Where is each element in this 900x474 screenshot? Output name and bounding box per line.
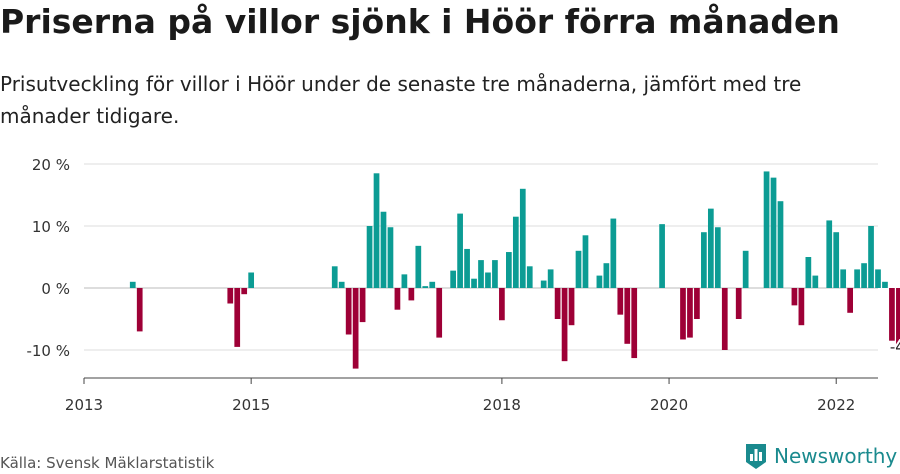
bar bbox=[687, 288, 693, 338]
y-tick-label: 10 % bbox=[32, 218, 70, 236]
bar bbox=[540, 280, 547, 288]
grid-layer bbox=[84, 163, 878, 351]
bar bbox=[582, 235, 589, 288]
bar bbox=[721, 288, 728, 350]
annotation-layer: -4 % bbox=[888, 336, 900, 358]
bar bbox=[610, 218, 617, 288]
source-note: Källa: Svensk Mäklarstatistik bbox=[0, 454, 215, 472]
bar bbox=[499, 288, 505, 321]
chart-subtitle: Prisutveckling för villor i Höör under d… bbox=[0, 72, 802, 128]
bar bbox=[791, 288, 798, 306]
y-tick-label: -10 % bbox=[26, 342, 70, 360]
bar bbox=[485, 272, 491, 288]
bar bbox=[352, 288, 359, 369]
bar bbox=[896, 288, 900, 350]
chart-title: Priserna på villor sjönk i Höör förra må… bbox=[0, 2, 840, 41]
bar bbox=[394, 288, 401, 310]
bar bbox=[554, 288, 561, 319]
bar bbox=[840, 269, 847, 288]
newsworthy-logo-text: Newsworthy bbox=[774, 444, 898, 468]
bar bbox=[714, 227, 721, 288]
bar bbox=[512, 216, 519, 288]
bar bbox=[345, 288, 352, 335]
bar bbox=[631, 288, 638, 359]
bar bbox=[854, 269, 860, 288]
bar bbox=[366, 226, 373, 288]
bar bbox=[464, 248, 470, 288]
bar bbox=[735, 288, 742, 319]
y-tick-label: 0 % bbox=[41, 280, 70, 298]
bar bbox=[471, 278, 477, 288]
bar bbox=[805, 257, 812, 288]
bar bbox=[770, 177, 777, 288]
bar bbox=[380, 211, 387, 288]
bar-layer bbox=[129, 171, 900, 369]
bar bbox=[415, 245, 422, 288]
bar bbox=[136, 288, 143, 332]
bar bbox=[331, 266, 338, 288]
newsworthy-logo[interactable]: Newsworthy bbox=[744, 441, 897, 471]
bar bbox=[408, 288, 415, 301]
bar bbox=[763, 171, 770, 288]
bar bbox=[701, 232, 707, 288]
x-tick-label: 2022 bbox=[817, 396, 855, 414]
bar bbox=[875, 269, 881, 288]
bar bbox=[359, 288, 366, 323]
bar bbox=[401, 274, 408, 288]
bar bbox=[861, 263, 867, 288]
last-value-label: -4 % bbox=[890, 338, 900, 356]
bar bbox=[742, 250, 749, 288]
bar bbox=[603, 263, 610, 288]
bar bbox=[617, 288, 624, 315]
bar bbox=[868, 226, 874, 288]
bar bbox=[519, 188, 526, 288]
bar bbox=[422, 286, 429, 288]
bar bbox=[248, 272, 255, 288]
newsworthy-logo-icon bbox=[746, 444, 766, 469]
bar bbox=[707, 208, 714, 288]
bar bbox=[833, 232, 840, 288]
bar bbox=[436, 288, 443, 338]
x-tick-label: 2018 bbox=[483, 396, 521, 414]
bar bbox=[694, 288, 700, 319]
bar bbox=[847, 288, 853, 313]
bar bbox=[659, 224, 665, 288]
bar bbox=[561, 288, 568, 362]
bar bbox=[680, 288, 686, 340]
bar bbox=[812, 275, 819, 288]
bar bbox=[798, 288, 805, 326]
bar bbox=[227, 288, 234, 304]
y-tick-label: 20 % bbox=[32, 156, 70, 174]
bar bbox=[526, 266, 533, 288]
bar bbox=[387, 227, 394, 288]
bar bbox=[129, 281, 136, 288]
bar bbox=[826, 220, 833, 288]
axis-layer: 20 % 10 % 0 % -10 % 2013 2015 2018 2020 2022 bbox=[26, 156, 878, 414]
bar bbox=[234, 288, 241, 347]
bar bbox=[492, 260, 498, 288]
bar bbox=[596, 275, 603, 288]
bar bbox=[241, 288, 248, 295]
bar bbox=[889, 288, 895, 341]
bar bbox=[429, 281, 436, 288]
bar bbox=[506, 252, 512, 288]
bar bbox=[478, 260, 484, 288]
bar bbox=[450, 270, 456, 288]
x-tick-label: 2020 bbox=[650, 396, 688, 414]
bar bbox=[777, 201, 784, 288]
bar bbox=[624, 288, 631, 344]
bar bbox=[575, 250, 582, 288]
x-tick-label: 2013 bbox=[65, 396, 103, 414]
bar bbox=[373, 173, 380, 288]
x-tick-label: 2015 bbox=[232, 396, 270, 414]
bar bbox=[547, 269, 554, 288]
bar bbox=[338, 281, 345, 288]
bar bbox=[457, 213, 463, 288]
bar bbox=[882, 281, 888, 288]
bar bbox=[568, 288, 575, 326]
